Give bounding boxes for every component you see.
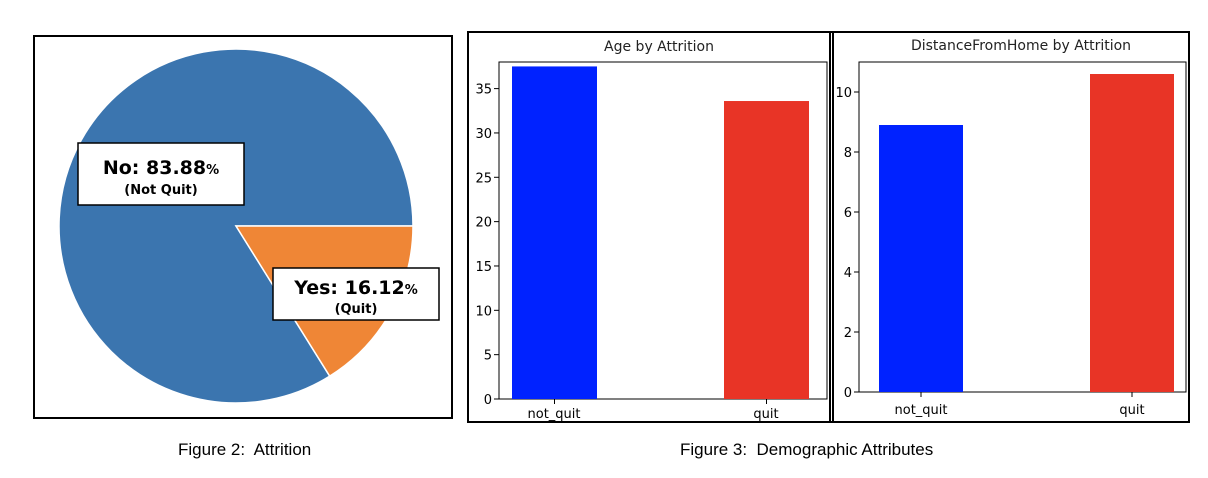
distance-ytick-label-3: 6: [844, 206, 852, 221]
pie-label-no-pct: %: [206, 163, 219, 178]
distance-ytick-label-2: 4: [844, 266, 852, 281]
age-ytick-label-7: 35: [475, 83, 492, 98]
age-xtick-quit: quit: [753, 407, 778, 421]
age-ytick-label-3: 15: [475, 260, 492, 275]
age-xtick-not-quit: not_quit: [528, 407, 581, 421]
pie-chart: No: 83.88% (Not Quit) Yes: 16.12% (Quit): [58, 48, 440, 404]
pie-label-no-sub: (Not Quit): [124, 183, 197, 198]
distance-ytick-label-1: 2: [844, 326, 852, 341]
distance-bar-quit: [1090, 74, 1174, 392]
distance-ytick-label-0: 0: [844, 386, 852, 401]
age-ytick-label-2: 10: [475, 304, 492, 319]
age-ytick-label-0: 0: [484, 393, 492, 408]
pie-label-yes: Yes: 16.12% (Quit): [272, 267, 440, 321]
distance-xtick-not-quit: not_quit: [895, 403, 948, 418]
distance-bar-not-quit: [879, 125, 963, 392]
age-ytick-label-6: 30: [475, 127, 492, 142]
pie-slice-no: [58, 48, 414, 404]
figure3-caption: Figure 3: Demographic Attributes: [680, 440, 934, 459]
pie-label-no: No: 83.88% (Not Quit): [77, 142, 245, 206]
distance-chart: DistanceFromHome by Attrition 0 2 4 6 8 10 no…: [835, 38, 1187, 418]
distance-ytick-label-5: 10: [835, 86, 852, 101]
charts-divider: [829, 33, 834, 421]
distance-xtick-quit: quit: [1119, 403, 1144, 418]
pie-label-no-main: No: 83.88: [103, 157, 206, 179]
pie-label-yes-main: Yes: 16.12: [293, 277, 405, 299]
distance-chart-title: DistanceFromHome by Attrition: [911, 38, 1131, 54]
age-chart: Age by Attrition 0 5 10 15 20 25 30 35 not_quit…: [475, 39, 828, 421]
distance-ytick-label-4: 8: [844, 146, 852, 161]
age-ytick-label-4: 20: [475, 216, 492, 231]
age-ytick-label-1: 5: [484, 349, 492, 364]
pie-label-yes-pct: %: [405, 283, 418, 298]
age-chart-title: Age by Attrition: [604, 39, 714, 55]
pie-label-yes-sub: (Quit): [335, 302, 378, 317]
age-bar-not-quit: [512, 66, 597, 400]
svg-text:No: 83.88%: No: 83.88%: [103, 157, 219, 179]
figure2-caption: Figure 2: Attrition: [178, 440, 312, 459]
figure2-panel: No: 83.88% (Not Quit) Yes: 16.12% (Quit): [33, 35, 453, 419]
figure3-panel: Age by Attrition 0 5 10 15 20 25 30 35 not_quit…: [467, 31, 1190, 423]
svg-text:Yes: 16.12%: Yes: 16.12%: [293, 277, 418, 299]
age-ytick-label-5: 25: [475, 171, 492, 186]
age-bar-quit: [724, 101, 809, 399]
